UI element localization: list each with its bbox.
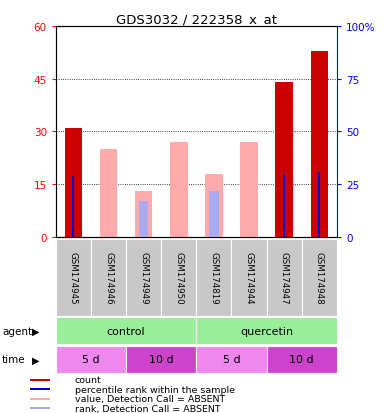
Bar [91,240,126,316]
Text: 10 d: 10 d [149,354,174,365]
Bar [30,388,50,390]
Bar [318,172,320,237]
Text: GSM174949: GSM174949 [139,252,148,304]
Bar [30,407,50,409]
Text: value, Detection Call = ABSENT: value, Detection Call = ABSENT [75,394,225,403]
Text: ▶: ▶ [32,354,39,365]
Text: ▶: ▶ [32,326,39,336]
Text: agent: agent [2,326,32,336]
Bar [126,346,196,373]
Title: GDS3032 / 222358_x_at: GDS3032 / 222358_x_at [116,13,277,26]
Bar [30,379,50,381]
Text: GSM174947: GSM174947 [280,252,289,304]
Text: GSM174946: GSM174946 [104,252,113,304]
Bar [161,240,196,316]
Bar [196,318,337,344]
Bar [266,240,302,316]
Bar [302,240,337,316]
Text: quercetin: quercetin [240,326,293,336]
Bar [240,143,258,237]
Text: GSM174948: GSM174948 [315,252,324,304]
Bar [72,176,74,237]
Text: time: time [2,354,25,365]
Bar [56,318,196,344]
Text: GSM174945: GSM174945 [69,252,78,304]
Bar [65,128,82,237]
Bar [56,346,126,373]
Text: 10 d: 10 d [290,354,314,365]
Text: percentile rank within the sample: percentile rank within the sample [75,385,234,394]
Bar [231,240,266,316]
Text: GSM174944: GSM174944 [244,252,254,304]
Text: control: control [107,326,146,336]
Bar [275,83,293,237]
Bar [266,346,337,373]
Text: count: count [75,375,101,384]
Bar [135,192,152,237]
Bar [209,191,219,237]
Bar [283,174,285,237]
Bar [56,240,91,316]
Bar [205,174,223,237]
Bar [100,150,117,237]
Text: 5 d: 5 d [223,354,240,365]
Text: GSM174950: GSM174950 [174,252,183,304]
Bar [30,398,50,400]
Text: 5 d: 5 d [82,354,100,365]
Bar [196,346,266,373]
Bar [139,202,149,237]
Bar [170,143,187,237]
Text: GSM174819: GSM174819 [209,252,218,304]
Bar [196,240,231,316]
Text: rank, Detection Call = ABSENT: rank, Detection Call = ABSENT [75,404,220,413]
Bar [126,240,161,316]
Bar [311,51,328,237]
